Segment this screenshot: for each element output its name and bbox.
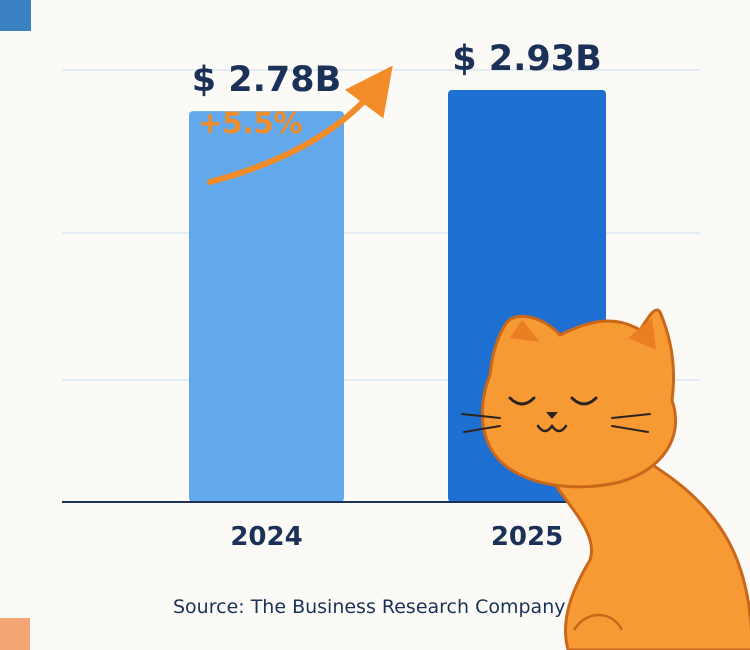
cat-illustration [461, 308, 750, 650]
cat-eye-left [508, 396, 536, 406]
cat-ear-left [510, 320, 540, 342]
corner-accent-orange [0, 618, 30, 650]
cat-paw [572, 613, 624, 631]
x-tick-2025: 2025 [491, 522, 563, 552]
value-label-2024: $ 2.78B [192, 60, 342, 100]
growth-label: +5.5% [198, 106, 303, 140]
x-tick-2024: 2024 [230, 522, 302, 552]
source-text: Source: The Business Research Company [173, 596, 565, 618]
cat-ear-right [628, 318, 656, 350]
cat-whiskers-right [611, 413, 651, 433]
value-labels: $ 2.78B $ 2.93B [192, 39, 602, 100]
corner-accent-blue [0, 0, 31, 31]
growth-arrow [207, 65, 393, 185]
cat-mouth [536, 423, 568, 433]
bar-2024 [189, 111, 344, 502]
cat-eye-right [570, 396, 598, 406]
cat-head [480, 308, 677, 489]
cat-nose [546, 412, 558, 419]
x-tick-labels: 2024 2025 [230, 522, 563, 552]
cat-whiskers-left [461, 413, 501, 433]
value-label-2025: $ 2.93B [452, 39, 602, 79]
